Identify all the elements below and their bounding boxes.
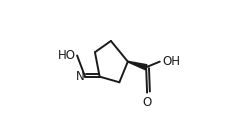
Text: HO: HO <box>58 49 75 62</box>
Text: N: N <box>75 70 84 83</box>
Text: O: O <box>142 96 151 108</box>
Text: OH: OH <box>162 55 180 68</box>
Polygon shape <box>127 61 146 70</box>
